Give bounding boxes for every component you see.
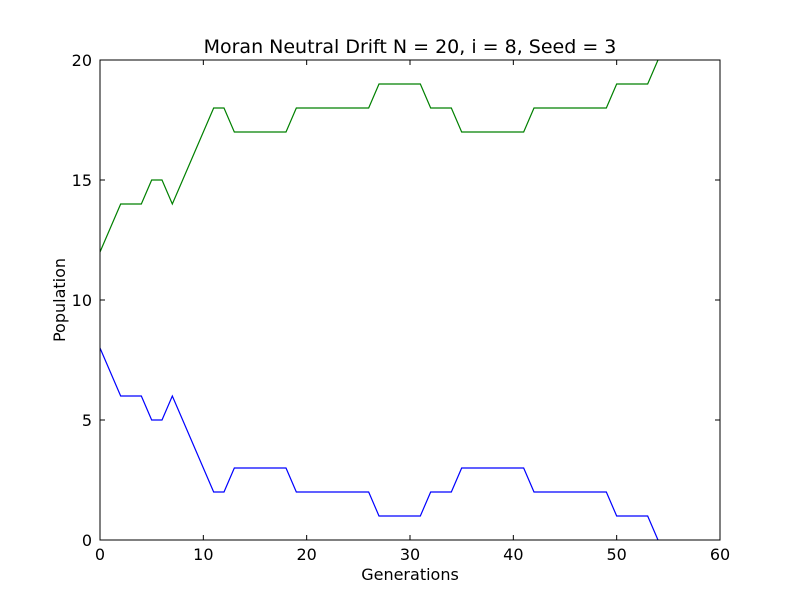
series-layer: [99, 59, 659, 541]
x-tick-label: 40: [503, 545, 523, 564]
y-tick-label: 5: [82, 411, 92, 430]
series-line-2: [99, 59, 659, 253]
x-tick-label: 50: [606, 545, 626, 564]
y-tick-label: 15: [72, 171, 92, 190]
chart-title: Moran Neutral Drift N = 20, i = 8, Seed …: [204, 36, 617, 58]
y-tick-label: 20: [72, 51, 92, 70]
y-axis-label: Population: [50, 258, 69, 342]
x-tick-label: 30: [400, 545, 420, 564]
x-tick-label: 60: [710, 545, 730, 564]
series-line-1: [99, 347, 659, 541]
y-tick-label: 10: [72, 291, 92, 310]
x-tick-label: 10: [193, 545, 213, 564]
x-tick-label: 0: [95, 545, 105, 564]
x-tick-label: 20: [296, 545, 316, 564]
ticks-layer: 0 10 20 30 40 50 60 0 5 10 15 20: [72, 51, 731, 564]
y-tick-label: 0: [82, 531, 92, 550]
x-axis-label: Generations: [361, 565, 459, 584]
